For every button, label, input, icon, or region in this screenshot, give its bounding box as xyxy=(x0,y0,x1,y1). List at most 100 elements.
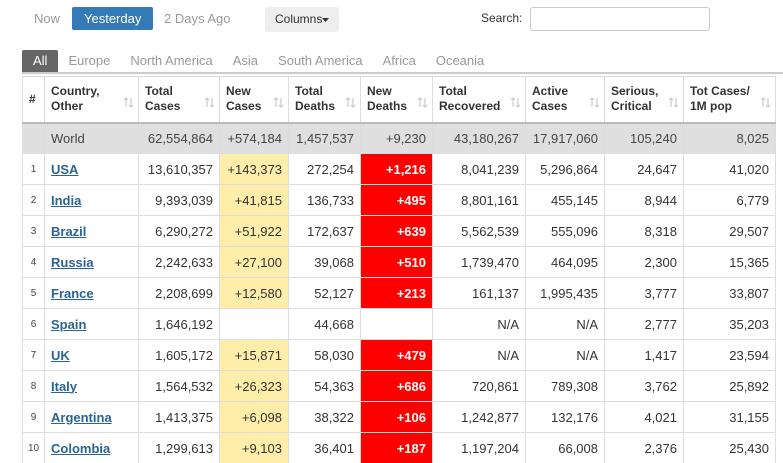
cell: 24,647 xyxy=(604,153,684,185)
caret xyxy=(322,18,329,22)
column-header[interactable]: New Cases xyxy=(219,76,289,124)
header-text: New xyxy=(226,84,251,99)
column-header[interactable]: Total Recovered xyxy=(432,76,526,124)
cell-text: 1,457,537 xyxy=(296,130,354,146)
cell-text: 41,020 xyxy=(729,161,769,177)
column-header[interactable]: New Deaths xyxy=(360,76,433,124)
cell-text: 15,365 xyxy=(729,254,769,270)
cell-text: +187 xyxy=(396,440,426,456)
cell-text: 105,240 xyxy=(630,130,677,146)
country-link[interactable]: Spain xyxy=(51,316,87,332)
country-link[interactable]: Italy xyxy=(51,378,78,394)
search-input[interactable] xyxy=(530,7,710,31)
cell-text: 2,300 xyxy=(644,254,677,270)
cell: 62,554,864 xyxy=(138,122,220,154)
cell: 29,507 xyxy=(683,215,776,247)
cell: 1,457,537 xyxy=(288,122,361,154)
country-link[interactable]: Colombia xyxy=(51,440,111,456)
cell-text: 25,892 xyxy=(729,378,769,394)
cell: +51,922 xyxy=(219,215,289,247)
cell: 1,995,435 xyxy=(525,277,605,309)
cell: +26,323 xyxy=(219,370,289,402)
column-header[interactable]: Total Cases xyxy=(138,76,220,124)
cell-text: +41,815 xyxy=(234,192,282,208)
cell: 8,944 xyxy=(604,184,684,216)
country-link[interactable]: Russia xyxy=(51,254,94,270)
region-tab[interactable]: South America xyxy=(278,53,363,68)
cell: +12,580 xyxy=(219,277,289,309)
cell-text: 8,041,239 xyxy=(461,161,519,177)
country-link[interactable]: India xyxy=(51,192,82,208)
cell: 455,145 xyxy=(525,184,605,216)
country-link[interactable]: Brazil xyxy=(51,223,87,239)
cell-text: 1,413,375 xyxy=(155,409,213,425)
country-link[interactable]: Argentina xyxy=(51,409,112,425)
column-header: # xyxy=(22,76,45,124)
cell-text: 25,430 xyxy=(729,440,769,456)
cell: 17,917,060 xyxy=(525,122,605,154)
cell-text: 39,068 xyxy=(314,254,354,270)
sort-icon xyxy=(346,97,355,108)
cell-text: 3 xyxy=(30,225,37,237)
cell-text: N/A xyxy=(497,347,519,363)
cell-text: +9,103 xyxy=(241,440,282,456)
cell-text: 555,096 xyxy=(551,223,598,239)
day-tab[interactable]: Now xyxy=(34,11,61,26)
columns-button[interactable]: Columns xyxy=(265,7,339,32)
column-header[interactable]: Country, Other xyxy=(44,76,139,124)
region-tab[interactable]: Europe xyxy=(68,53,111,68)
country-link[interactable]: UK xyxy=(51,347,70,363)
sort-icon xyxy=(669,97,678,108)
cell-text: +479 xyxy=(396,347,426,363)
cell: 1,564,532 xyxy=(138,370,220,402)
cell: 10 xyxy=(22,432,45,463)
cell-text: 5 xyxy=(30,287,37,299)
cell: 25,892 xyxy=(683,370,776,402)
header-text: Critical xyxy=(611,99,652,114)
cell: 1,739,470 xyxy=(432,246,526,278)
header-row: # Country, Other Total Cases New Cases Total Dea… xyxy=(22,76,776,124)
header-text: 1M pop xyxy=(690,99,732,114)
country-link[interactable]: USA xyxy=(51,161,79,177)
cell-text: 23,594 xyxy=(729,347,769,363)
cell: 1,417 xyxy=(604,339,684,371)
day-tab[interactable]: 2 Days Ago xyxy=(164,11,231,26)
cell: 4 xyxy=(22,246,45,278)
country-row: 4 Russia 2,242,633 +27,100 39,068 +510 1,739,4… xyxy=(22,246,776,278)
sort-icon xyxy=(124,97,133,108)
cell: 464,095 xyxy=(525,246,605,278)
cell-text: 5,562,539 xyxy=(461,223,519,239)
cell: Russia xyxy=(44,246,139,278)
cell: 25,430 xyxy=(683,432,776,463)
header-text: Tot Cases/ xyxy=(690,84,750,99)
cell-text: 4 xyxy=(30,256,37,268)
cell-text: +27,100 xyxy=(234,254,282,270)
cell-text: 54,363 xyxy=(314,378,354,394)
region-tab[interactable]: Asia xyxy=(232,53,259,68)
country-link[interactable]: France xyxy=(51,285,94,301)
region-tab[interactable]: Africa xyxy=(382,53,416,68)
cell: 789,308 xyxy=(525,370,605,402)
cell: 6,779 xyxy=(683,184,776,216)
cell-text: +495 xyxy=(396,192,426,208)
sort-icon xyxy=(590,97,599,108)
column-header[interactable]: Tot Cases/1M pop xyxy=(683,76,776,124)
column-header[interactable]: Active Cases xyxy=(525,76,605,124)
day-tab[interactable]: Yesterday xyxy=(72,7,154,30)
cell: +6,098 xyxy=(219,401,289,433)
cell: +213 xyxy=(360,277,433,309)
cell-text: 1,995,435 xyxy=(540,285,598,301)
country-row: 2 India 9,393,039 +41,815 136,733 +495 8,801,1… xyxy=(22,184,776,216)
cell: 105,240 xyxy=(604,122,684,154)
cell: N/A xyxy=(525,308,605,340)
country-row: 5 France 2,208,699 +12,580 52,127 +213 161,137… xyxy=(22,277,776,309)
column-header[interactable]: Total Deaths xyxy=(288,76,361,124)
cell-text: 44,668 xyxy=(314,316,354,332)
region-tab[interactable]: North America xyxy=(130,53,213,68)
cell: 132,176 xyxy=(525,401,605,433)
region-tab[interactable]: All xyxy=(22,50,59,72)
column-header[interactable]: Serious, Critical xyxy=(604,76,684,124)
region-tab[interactable]: Oceania xyxy=(435,53,485,68)
cell: 13,610,357 xyxy=(138,153,220,185)
